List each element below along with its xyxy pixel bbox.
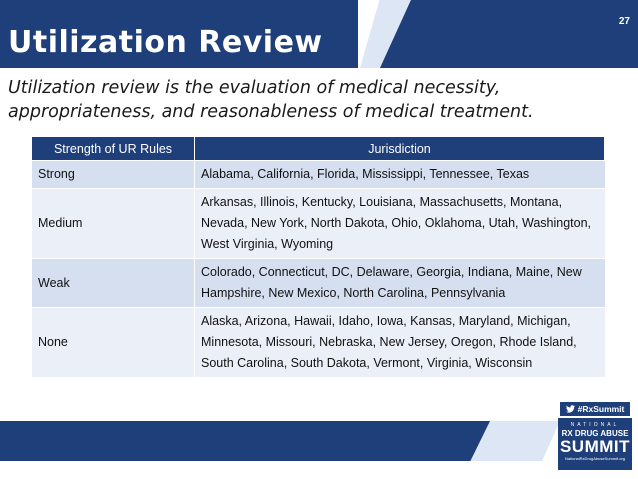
logo-line2: SUMMIT [559,437,631,456]
logo-url: NationalRxDrugAbuseSummit.org [564,456,626,461]
logo-line1: RX DRUG ABUSE [561,429,629,438]
footer-band [0,421,490,461]
strength-cell: Strong [32,160,195,189]
header-strength: Strength of UR Rules [32,137,195,161]
header-jurisdiction: Jurisdiction [194,137,605,161]
header-band-dark [0,0,358,68]
logo-national: NATIONAL [570,422,620,428]
table-row: None Alaska, Arizona, Hawaii, Idaho, Iow… [32,307,605,377]
strength-cell: Weak [32,258,195,308]
jurisdiction-cell: Arkansas, Illinois, Kentucky, Louisiana,… [194,188,605,259]
strength-cell: None [32,307,195,377]
summit-logo: NATIONAL RX DRUG ABUSE SUMMIT NationalRx… [558,418,632,470]
table-row: Medium Arkansas, Illinois, Kentucky, Lou… [32,188,605,259]
strength-cell: Medium [32,188,195,259]
ur-rules-table: Strength of UR Rules Jurisdiction Strong… [32,137,605,377]
page-title: Utilization Review [8,25,323,60]
slide-number: 27 [618,16,630,27]
jurisdiction-cell: Colorado, Connecticut, DC, Delaware, Geo… [194,258,605,308]
table-header-row: Strength of UR Rules Jurisdiction [32,137,605,161]
jurisdiction-cell: Alabama, California, Florida, Mississipp… [194,160,605,189]
table-row: Strong Alabama, California, Florida, Mis… [32,160,605,189]
jurisdiction-cell: Alaska, Arizona, Hawaii, Idaho, Iowa, Ka… [194,307,605,377]
hashtag-badge: #RxSummit [560,402,630,416]
header-band-right [380,0,638,68]
hashtag-text: #RxSummit [577,404,625,414]
twitter-bird-icon [565,405,575,413]
intro-text: Utilization review is the evaluation of … [8,78,534,122]
table-row: Weak Colorado, Connecticut, DC, Delaware… [32,258,605,308]
